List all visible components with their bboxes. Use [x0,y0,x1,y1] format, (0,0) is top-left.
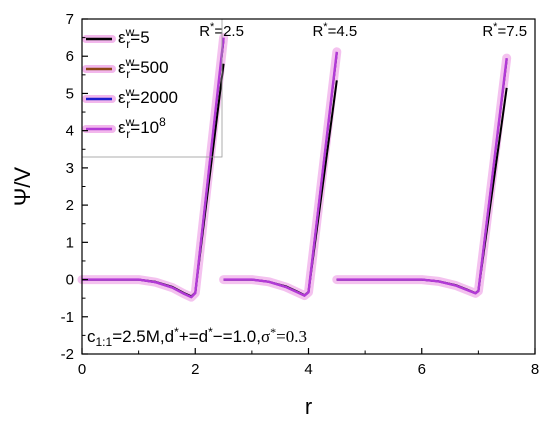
y-tick-label: 1 [66,234,74,251]
legend-label: εw r=2000 [118,85,178,111]
x-tick-label: 0 [78,361,86,378]
series-layer [77,33,512,302]
legend: εw r=5 εw r=500 εw r=2000 εw r=108 [81,18,223,158]
axes: 0 2 4 6 8 -2 -1 0 1 2 3 4 5 6 7 [61,11,540,378]
y-tick-label: 3 [66,160,74,177]
series-halo [219,47,342,301]
y-tick-label: 4 [66,123,74,140]
condition-label: c1:1=2.5M,d*+=d*−=1.0,σ*=0.3 [87,325,307,349]
y-tick-label: -2 [61,346,74,363]
series-line-R4.5-3 [223,51,338,297]
series-line-R2.5-3 [82,37,225,299]
y-tick-label: 5 [66,85,74,102]
condition-text: c1:1=2.5M,d*+=d*−=1.0,σ*=0.3 [87,325,307,349]
legend-label: εw r=5 [118,25,150,51]
y-axis-title: Ψ/V [10,167,35,206]
series-line-R7.5-3 [336,57,508,295]
x-axis-title: r [305,394,312,419]
x-tick-label: 8 [531,361,539,378]
x-tick-label: 4 [304,361,312,378]
radius-annotation: R*=4.5 [312,21,357,40]
y-tick-label: -1 [61,309,74,326]
legend-label: εw r=108 [118,115,166,141]
y-tick-label: 7 [66,11,74,28]
x-tick-label: 6 [418,361,426,378]
legend-label: εw r=500 [118,55,169,81]
annotation-layer: R*=2.5 R*=4.5 R*=7.5 [199,21,527,40]
y-tick-label: 2 [66,197,74,214]
y-tick-label: 0 [66,272,74,289]
x-tick-label: 2 [191,361,199,378]
y-tick-label: 6 [66,48,74,65]
radius-annotation: R*=7.5 [482,21,527,40]
